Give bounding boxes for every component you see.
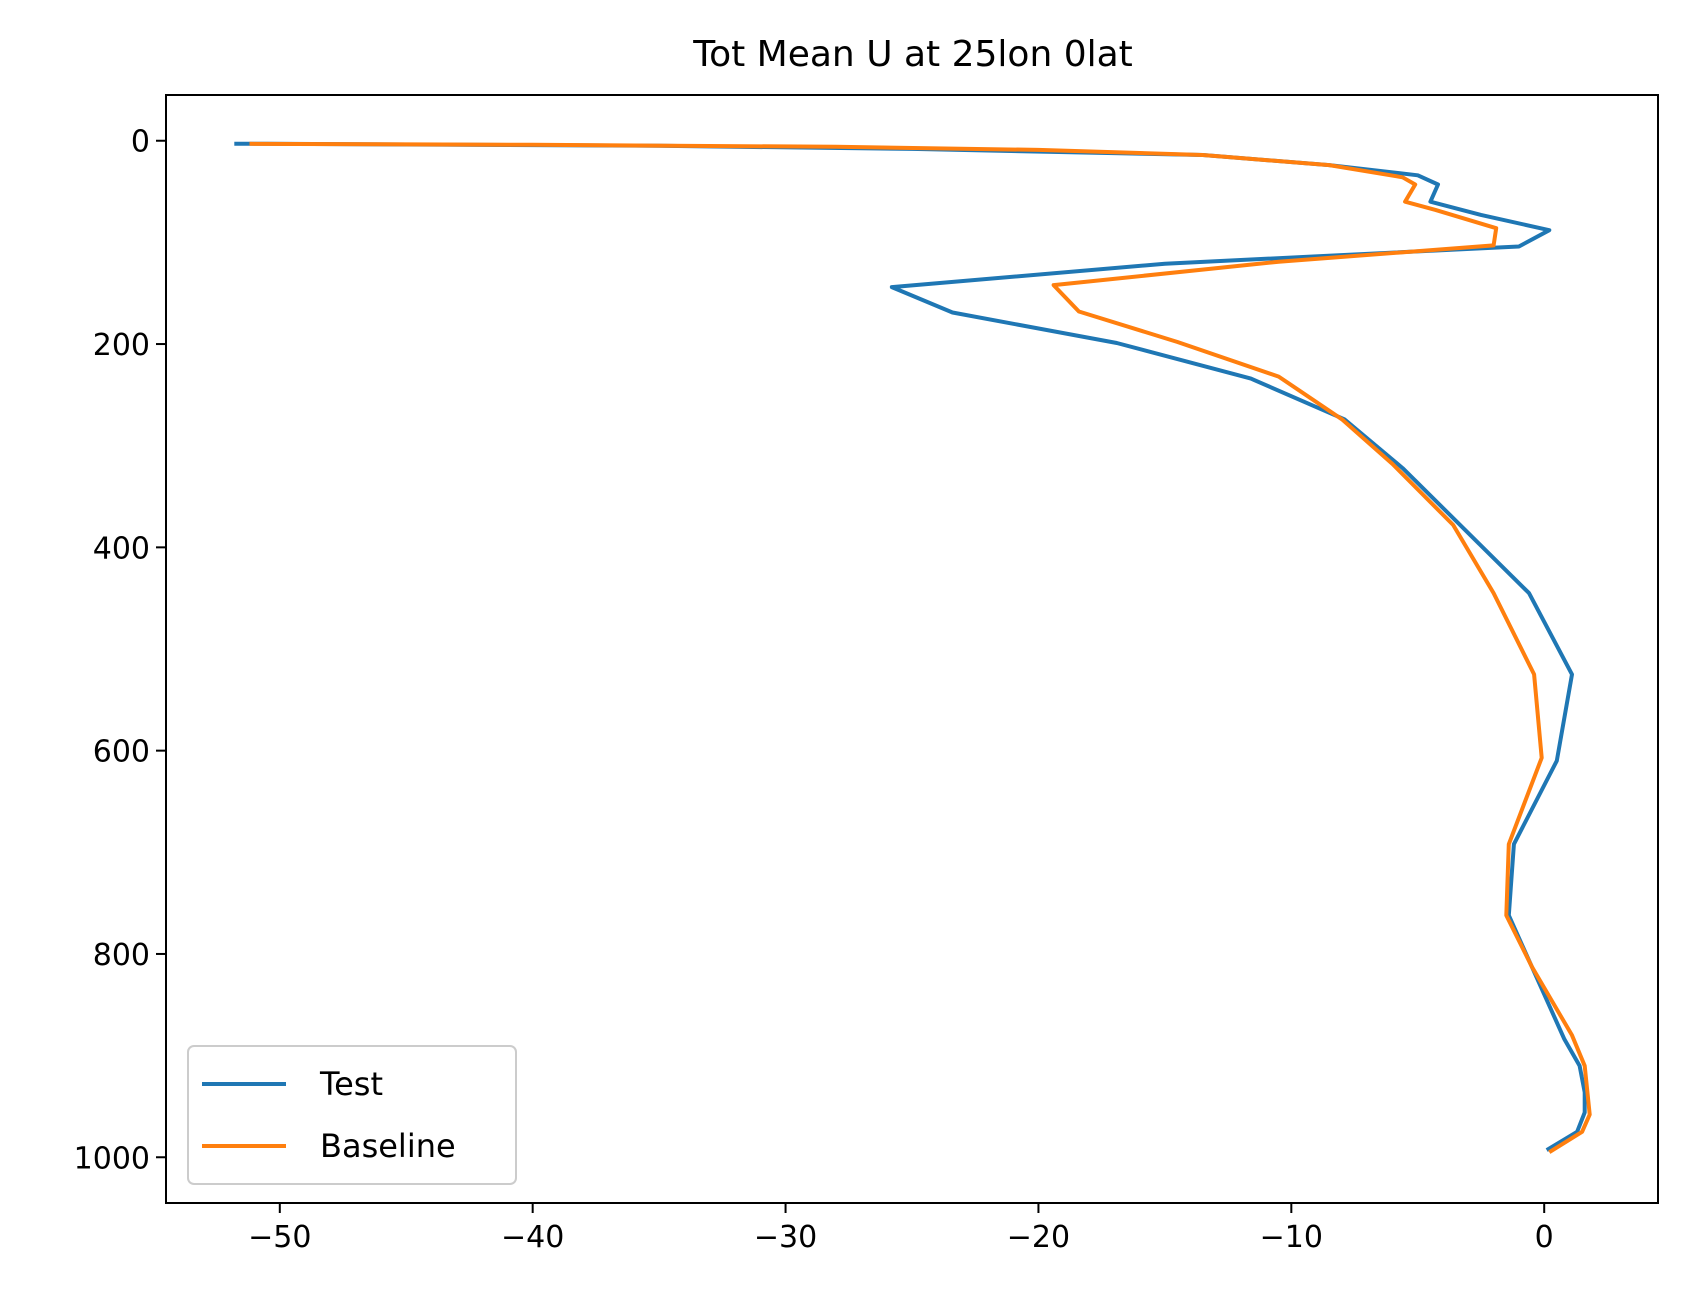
y-tick-label: 0 bbox=[131, 125, 150, 160]
x-tick-label: −50 bbox=[248, 1220, 311, 1255]
x-axis: −50 −40 −30 −20 −10 0 bbox=[248, 1203, 1554, 1255]
legend-label-baseline: Baseline bbox=[320, 1127, 456, 1165]
y-axis: 0 200 400 600 800 1000 bbox=[74, 125, 166, 1176]
y-tick-label: 800 bbox=[93, 938, 150, 973]
x-tick-label: −30 bbox=[754, 1220, 817, 1255]
legend-label-test: Test bbox=[319, 1065, 383, 1103]
y-tick-label: 1000 bbox=[74, 1141, 150, 1176]
legend: Test Baseline bbox=[187, 1045, 517, 1185]
y-tick-label: 400 bbox=[93, 531, 150, 566]
y-tick-label: 200 bbox=[93, 328, 150, 363]
plot-area bbox=[166, 95, 1658, 1203]
plot-frame bbox=[165, 94, 1659, 1204]
x-tick-label: −20 bbox=[1007, 1220, 1070, 1255]
y-tick-label: 600 bbox=[93, 735, 150, 770]
series-line-baseline bbox=[249, 141, 1592, 1154]
series-layer bbox=[234, 141, 1592, 1154]
x-tick-label: −10 bbox=[1260, 1220, 1323, 1255]
x-tick-label: −40 bbox=[501, 1220, 564, 1255]
x-tick-label: 0 bbox=[1535, 1220, 1554, 1255]
legend-box bbox=[187, 1045, 517, 1185]
chart-title: Tot Mean U at 25lon 0lat bbox=[692, 34, 1133, 75]
